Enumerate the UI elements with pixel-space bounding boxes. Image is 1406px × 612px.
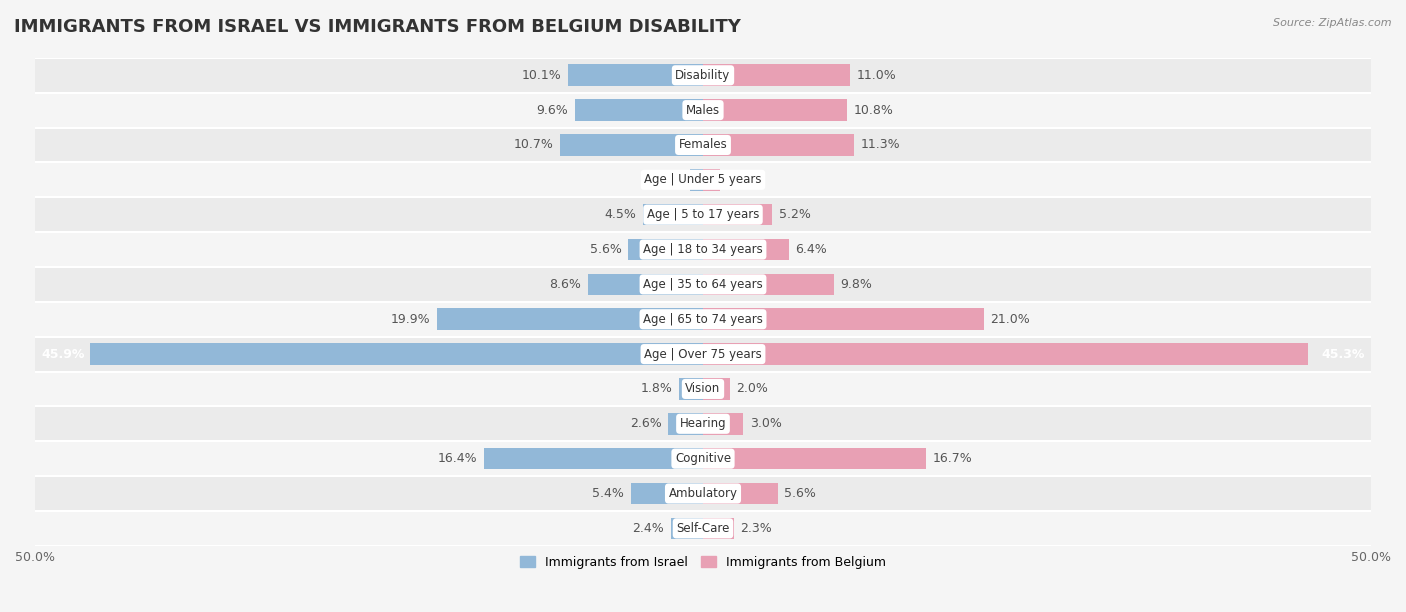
Bar xyxy=(568,64,703,86)
Text: Disability: Disability xyxy=(675,69,731,82)
Text: Self-Care: Self-Care xyxy=(676,522,730,535)
Text: Source: ZipAtlas.com: Source: ZipAtlas.com xyxy=(1274,18,1392,28)
Bar xyxy=(560,134,703,156)
Text: 16.4%: 16.4% xyxy=(437,452,477,465)
Bar xyxy=(35,197,1371,232)
Text: Ambulatory: Ambulatory xyxy=(668,487,738,500)
Text: 5.6%: 5.6% xyxy=(785,487,817,500)
Text: 16.7%: 16.7% xyxy=(932,452,973,465)
Text: Males: Males xyxy=(686,103,720,117)
Text: Vision: Vision xyxy=(685,382,721,395)
Bar xyxy=(679,378,703,400)
Bar xyxy=(35,162,1371,197)
Text: Age | 5 to 17 years: Age | 5 to 17 years xyxy=(647,208,759,221)
Text: Age | 18 to 34 years: Age | 18 to 34 years xyxy=(643,243,763,256)
Bar xyxy=(703,169,720,190)
Bar xyxy=(35,441,1371,476)
Bar xyxy=(643,204,703,225)
Bar xyxy=(35,127,1371,162)
Text: 9.6%: 9.6% xyxy=(536,103,568,117)
Bar xyxy=(703,343,1308,365)
Text: IMMIGRANTS FROM ISRAEL VS IMMIGRANTS FROM BELGIUM DISABILITY: IMMIGRANTS FROM ISRAEL VS IMMIGRANTS FRO… xyxy=(14,18,741,36)
Text: Females: Females xyxy=(679,138,727,152)
Bar xyxy=(703,518,734,539)
Bar xyxy=(35,476,1371,511)
Bar xyxy=(703,99,848,121)
Bar xyxy=(703,64,851,86)
Text: 3.0%: 3.0% xyxy=(749,417,782,430)
Bar xyxy=(703,308,984,330)
Bar xyxy=(35,267,1371,302)
Text: 6.4%: 6.4% xyxy=(796,243,827,256)
Bar xyxy=(35,92,1371,127)
Legend: Immigrants from Israel, Immigrants from Belgium: Immigrants from Israel, Immigrants from … xyxy=(516,551,890,573)
Bar xyxy=(703,378,730,400)
Bar xyxy=(35,232,1371,267)
Bar xyxy=(588,274,703,295)
Text: 1.8%: 1.8% xyxy=(640,382,672,395)
Text: 2.3%: 2.3% xyxy=(741,522,772,535)
Text: 4.5%: 4.5% xyxy=(605,208,636,221)
Bar xyxy=(35,302,1371,337)
Bar xyxy=(703,204,772,225)
Bar xyxy=(703,134,853,156)
Bar xyxy=(35,58,1371,92)
Text: 2.0%: 2.0% xyxy=(737,382,768,395)
Text: 10.7%: 10.7% xyxy=(513,138,554,152)
Bar xyxy=(35,337,1371,371)
Bar xyxy=(484,448,703,469)
Bar xyxy=(35,511,1371,546)
Text: 10.1%: 10.1% xyxy=(522,69,561,82)
Bar xyxy=(437,308,703,330)
Text: 5.4%: 5.4% xyxy=(592,487,624,500)
Bar xyxy=(628,239,703,260)
Text: 2.6%: 2.6% xyxy=(630,417,662,430)
Text: Age | 65 to 74 years: Age | 65 to 74 years xyxy=(643,313,763,326)
Bar xyxy=(703,274,834,295)
Text: Hearing: Hearing xyxy=(679,417,727,430)
Bar xyxy=(90,343,703,365)
Text: Cognitive: Cognitive xyxy=(675,452,731,465)
Text: Age | Under 5 years: Age | Under 5 years xyxy=(644,173,762,186)
Text: 5.2%: 5.2% xyxy=(779,208,811,221)
Text: 45.9%: 45.9% xyxy=(42,348,84,360)
Text: 0.96%: 0.96% xyxy=(644,173,683,186)
Bar xyxy=(703,413,744,435)
Bar xyxy=(703,239,789,260)
Bar xyxy=(575,99,703,121)
Bar xyxy=(690,169,703,190)
Bar xyxy=(703,448,927,469)
Bar xyxy=(671,518,703,539)
Text: Age | Over 75 years: Age | Over 75 years xyxy=(644,348,762,360)
Text: 11.3%: 11.3% xyxy=(860,138,900,152)
Bar xyxy=(35,371,1371,406)
Text: 11.0%: 11.0% xyxy=(856,69,897,82)
Text: 2.4%: 2.4% xyxy=(633,522,664,535)
Text: 5.6%: 5.6% xyxy=(589,243,621,256)
Bar xyxy=(703,483,778,504)
Bar xyxy=(668,413,703,435)
Bar xyxy=(35,406,1371,441)
Text: Age | 35 to 64 years: Age | 35 to 64 years xyxy=(643,278,763,291)
Text: 21.0%: 21.0% xyxy=(990,313,1031,326)
Bar xyxy=(631,483,703,504)
Text: 19.9%: 19.9% xyxy=(391,313,430,326)
Text: 10.8%: 10.8% xyxy=(853,103,894,117)
Text: 8.6%: 8.6% xyxy=(550,278,582,291)
Text: 9.8%: 9.8% xyxy=(841,278,873,291)
Text: 45.3%: 45.3% xyxy=(1322,348,1364,360)
Text: 1.3%: 1.3% xyxy=(727,173,759,186)
